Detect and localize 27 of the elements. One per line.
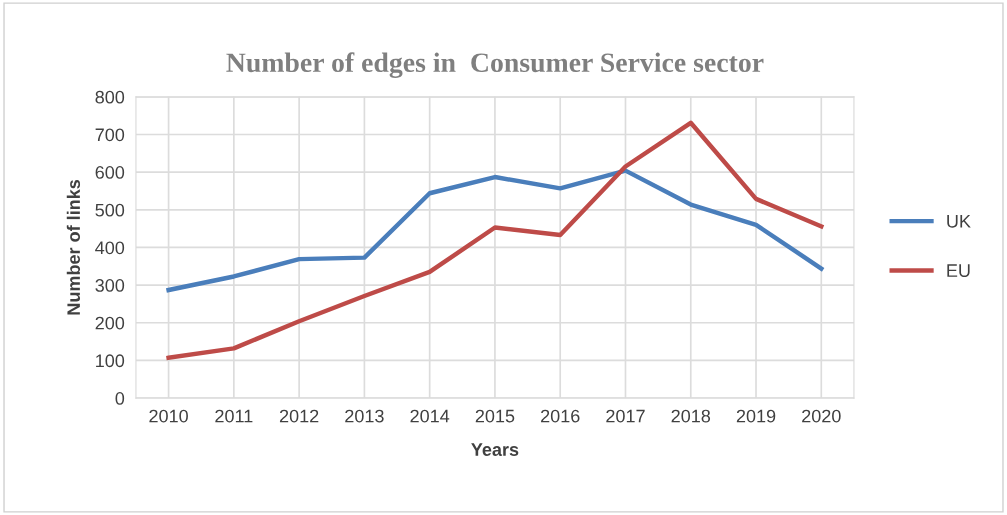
x-tick-label: 2014	[410, 409, 450, 423]
y-axis-title: Number of links	[66, 179, 81, 315]
y-tick-label: 500	[95, 203, 125, 217]
y-tick-label: 400	[95, 241, 125, 255]
y-tick-label: 700	[95, 128, 125, 142]
y-tick-label: 800	[95, 90, 125, 104]
y-tick-label: 200	[95, 316, 125, 330]
x-tick-label: 2018	[671, 409, 711, 423]
legend-label: EU	[947, 264, 970, 277]
x-tick-label: 2020	[802, 409, 841, 423]
line-series	[166, 120, 824, 361]
y-tick-label: 600	[95, 166, 125, 179]
x-tick-label: 2013	[345, 409, 384, 423]
x-tick-label: 2016	[541, 409, 580, 423]
x-axis-title: Years	[471, 443, 519, 456]
legend-label: UK	[947, 215, 971, 228]
x-tick-label: 2010	[149, 409, 188, 423]
y-tick-label: 300	[95, 279, 125, 292]
chart-title: Number of edges in Consumer Service sector	[226, 52, 764, 78]
line-series	[166, 168, 824, 293]
x-tick-label: 2015	[475, 409, 515, 423]
y-tick-label: 0	[115, 392, 125, 405]
x-tick-label: 2017	[606, 409, 645, 423]
y-tick-label: 100	[96, 354, 125, 368]
x-tick-label: 2012	[279, 409, 319, 423]
x-tick-label: 2019	[736, 409, 776, 423]
x-tick-label: 2011	[215, 409, 253, 423]
